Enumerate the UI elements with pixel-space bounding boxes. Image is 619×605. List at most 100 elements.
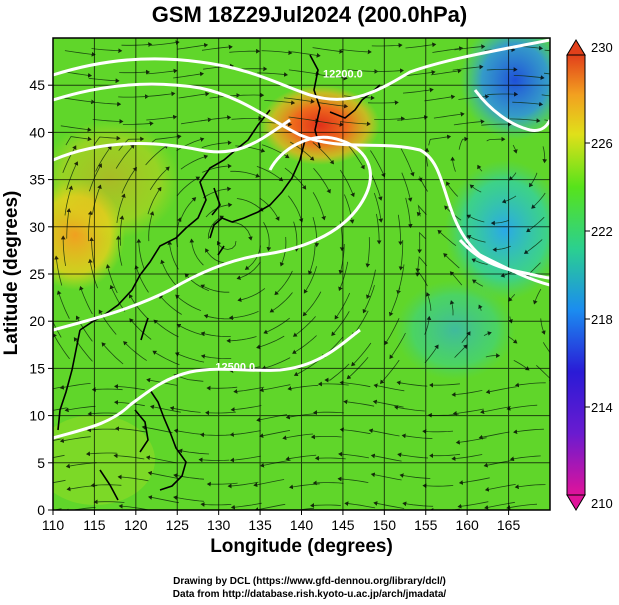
x-tick-label: 160: [455, 517, 479, 533]
streamline: [424, 94, 456, 102]
streamline: [173, 428, 205, 435]
streamline: [376, 213, 382, 245]
streamline: [490, 219, 510, 226]
streamline: [404, 70, 436, 77]
streamline: [115, 235, 123, 266]
streamline: [372, 399, 404, 408]
streamline: [149, 166, 170, 191]
streamline: [141, 425, 173, 434]
streamline: [339, 121, 371, 127]
streamline: [53, 407, 67, 411]
streamline: [458, 94, 490, 100]
streamline: [466, 214, 485, 223]
streamline: [543, 72, 550, 75]
streamline: [200, 284, 230, 293]
streamline: [478, 304, 483, 311]
streamline: [53, 454, 65, 459]
streamline: [86, 451, 117, 457]
streamline: [397, 452, 429, 459]
streamline: [200, 432, 231, 438]
streamline: [206, 481, 238, 487]
x-tick-label: 125: [166, 517, 190, 533]
streamline: [200, 331, 231, 338]
x-tick-label: 110: [42, 517, 65, 533]
streamline: [379, 359, 400, 384]
streamline: [264, 100, 296, 106]
streamline: [87, 411, 119, 417]
streamline: [449, 300, 455, 316]
streamline: [64, 97, 96, 105]
streamline: [374, 116, 405, 122]
streamline: [153, 319, 179, 338]
streamline: [430, 68, 462, 76]
streamline: [484, 484, 516, 492]
streamline: [98, 309, 117, 335]
streamline: [453, 119, 485, 126]
streamline: [338, 261, 349, 292]
streamline: [388, 287, 401, 317]
streamline: [233, 386, 265, 394]
colorbar-tick-label: 230: [591, 40, 613, 55]
streamline: [513, 428, 544, 435]
streamline: [373, 192, 384, 223]
streamline: [206, 385, 238, 391]
streamline: [144, 91, 176, 97]
streamline: [303, 266, 317, 294]
streamline: [145, 144, 169, 166]
streamline: [119, 69, 150, 75]
streamline: [487, 91, 519, 97]
streamline: [200, 502, 232, 507]
streamline: [236, 198, 264, 212]
streamline: [205, 410, 236, 416]
contour-label: 12500.0: [215, 361, 255, 373]
streamline: [93, 135, 121, 146]
streamline: [508, 172, 517, 181]
x-tick-label: 140: [290, 517, 314, 533]
streamline: [283, 97, 315, 104]
streamline: [506, 503, 538, 510]
streamline: [122, 121, 154, 126]
streamline: [429, 382, 460, 388]
y-tick-label: 35: [29, 172, 45, 188]
y-axis-label: Latitude (degrees): [1, 190, 22, 356]
streamline: [283, 507, 315, 510]
streamline: [53, 438, 62, 441]
streamline: [432, 46, 464, 53]
streamline: [526, 216, 545, 233]
streamline: [471, 258, 488, 265]
streamline: [422, 483, 454, 489]
streamline: [118, 136, 145, 151]
streamline: [343, 399, 375, 407]
streamline: [226, 336, 257, 344]
streamline: [310, 503, 341, 508]
credits: Drawing by DCL (https://www.gfd-dennou.o…: [0, 575, 619, 601]
x-axis-label: Longitude (degrees): [210, 536, 393, 557]
streamline: [178, 91, 210, 99]
streamline: [136, 238, 145, 269]
streamline: [307, 245, 316, 275]
streamline: [118, 94, 149, 99]
contour-label: 12200.0: [323, 69, 363, 81]
streamline: [384, 318, 400, 346]
credit-data: Data from http://database.rish.kyoto-u.a…: [172, 589, 447, 600]
streamline: [261, 357, 291, 371]
streamline: [150, 404, 181, 413]
map-title: GSM 18Z29Jul2024 (200.0hPa): [151, 2, 468, 27]
streamline: [542, 342, 550, 354]
streamline: [62, 145, 77, 173]
streamline: [458, 136, 469, 150]
streamline: [198, 457, 230, 463]
streamline: [507, 336, 518, 344]
streamline: [533, 288, 542, 305]
streamline: [116, 193, 126, 223]
streamline: [269, 292, 293, 313]
colorbar-top-triangle: [566, 39, 586, 56]
streamline: [454, 344, 468, 358]
streamline: [230, 170, 260, 178]
streamline: [177, 42, 209, 50]
streamline: [402, 87, 434, 94]
y-tick-label: 30: [29, 219, 45, 235]
streamline: [339, 380, 371, 388]
streamline: [202, 163, 232, 173]
streamline: [231, 116, 263, 121]
